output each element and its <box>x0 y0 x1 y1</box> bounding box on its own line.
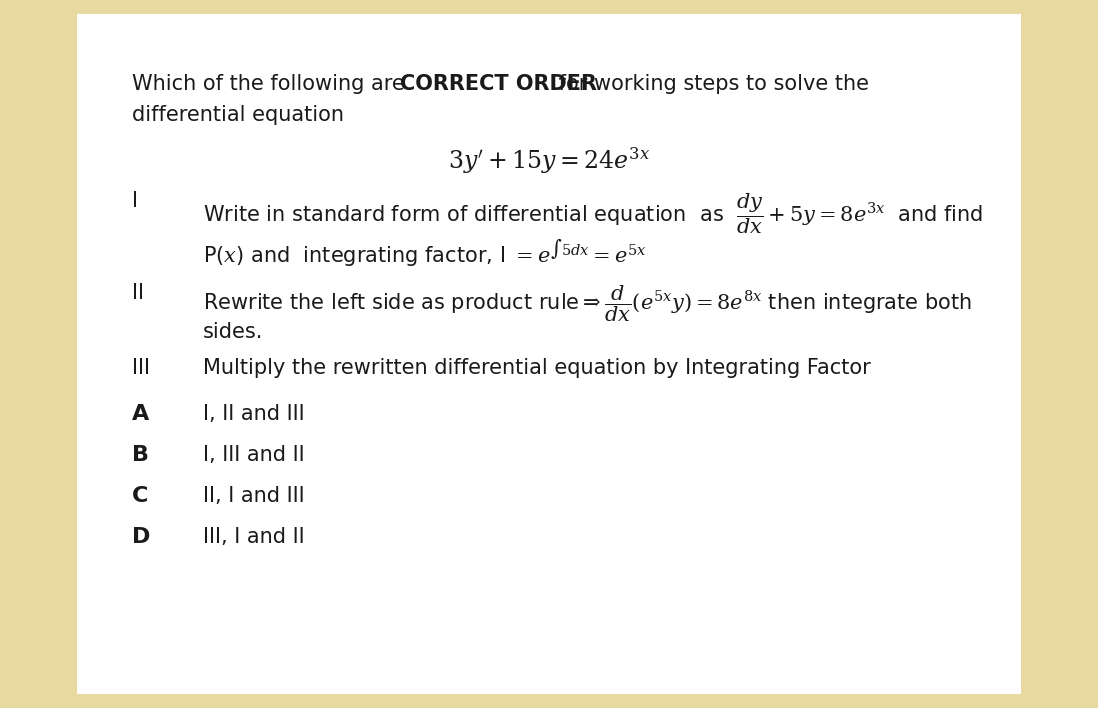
Text: sides.: sides. <box>203 322 264 342</box>
Text: II, I and III: II, I and III <box>203 486 305 506</box>
Text: Multiply the rewritten differential equation by Integrating Factor: Multiply the rewritten differential equa… <box>203 358 871 377</box>
Text: CORRECT ORDER: CORRECT ORDER <box>400 74 596 94</box>
Text: Rewrite the left side as product rule$\Rightarrow \dfrac{d}{dx}(e^{5x}y) = 8e^{8: Rewrite the left side as product rule$\R… <box>203 283 972 324</box>
Text: P($x$) and  integrating factor, I $= e^{\int 5dx} = e^{5x}$: P($x$) and integrating factor, I $= e^{\… <box>203 237 647 269</box>
Text: A: A <box>132 404 149 423</box>
Text: for working steps to solve the: for working steps to solve the <box>552 74 870 94</box>
Text: D: D <box>132 527 150 547</box>
Text: III, I and II: III, I and II <box>203 527 305 547</box>
Text: II: II <box>132 283 144 303</box>
Text: I, III and II: I, III and II <box>203 445 305 464</box>
Text: differential equation: differential equation <box>132 105 344 125</box>
Text: Write in standard form of differential equation  as  $\dfrac{dy}{dx}+5y = 8e^{3x: Write in standard form of differential e… <box>203 191 984 236</box>
Text: C: C <box>132 486 148 506</box>
Text: I: I <box>132 191 137 211</box>
FancyBboxPatch shape <box>77 14 1021 694</box>
Text: $3y' +15y = 24e^{3x}$: $3y' +15y = 24e^{3x}$ <box>448 145 650 176</box>
Text: I, II and III: I, II and III <box>203 404 305 423</box>
Text: Which of the following are: Which of the following are <box>132 74 411 94</box>
Text: III: III <box>132 358 149 377</box>
Text: B: B <box>132 445 148 464</box>
